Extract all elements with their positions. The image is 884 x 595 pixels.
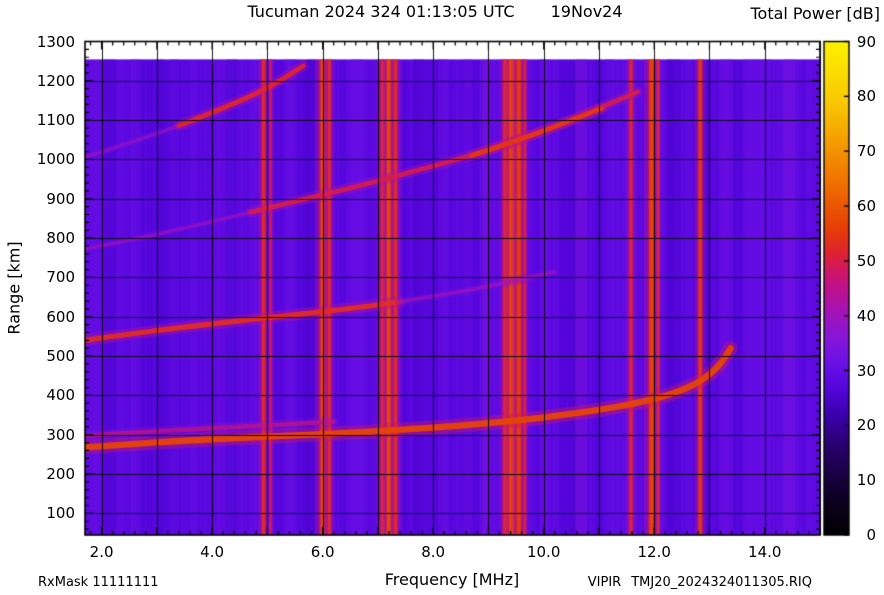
y-tick-label: 100 [46, 504, 75, 523]
station-time-title: Tucuman 2024 324 01:13:05 UTC [247, 2, 515, 21]
y-tick-label: 1100 [36, 111, 75, 130]
colorbar-tick-label: 0 [866, 526, 876, 544]
y-axis-title: Range [km] [4, 241, 24, 335]
y-tick-label: 400 [46, 386, 75, 405]
filename-label: TMJ20_2024324011305.RIQ [631, 575, 812, 590]
x-tick-label: 14.0 [748, 543, 782, 561]
x-tick-label: 12.0 [637, 543, 671, 561]
colorbar-tick-label: 90 [856, 32, 876, 51]
colorbar-tick-label: 30 [856, 361, 876, 380]
y-tick-label: 1300 [36, 32, 75, 51]
colorbar-title: Total Power [dB] [750, 4, 880, 23]
colorbar-tick-label: 20 [856, 416, 876, 435]
y-tick-label: 600 [46, 307, 75, 326]
y-tick-label: 900 [46, 189, 75, 208]
y-tick-label: 1000 [36, 150, 75, 169]
y-tick-label: 200 [46, 465, 75, 484]
rxmask-label: RxMask 11111111 [38, 575, 159, 590]
y-tick-label: 800 [46, 229, 75, 248]
y-tick-label: 500 [46, 347, 75, 366]
file-footer: VIPIR TMJ20_2024324011305.RIQ [588, 575, 812, 590]
x-tick-label: 8.0 [421, 543, 446, 561]
y-tick-label: 1200 [36, 71, 75, 90]
colorbar-tick-label: 50 [856, 251, 876, 270]
colorbar-tick-label: 80 [856, 87, 876, 106]
colorbar-tick-label: 70 [856, 142, 876, 161]
y-tick-label: 700 [46, 268, 75, 287]
colorbar-tick-label: 40 [856, 306, 876, 325]
colorbar-tick-label: 60 [856, 197, 876, 215]
colorbar-tick-label: 10 [856, 471, 876, 490]
date-label: 19Nov24 [550, 2, 623, 21]
x-tick-label: 6.0 [310, 543, 335, 561]
title-row: Tucuman 2024 324 01:13:05 UTC 19Nov24 [85, 2, 785, 21]
x-tick-label: 4.0 [200, 543, 225, 561]
x-tick-label: 2.0 [89, 543, 114, 561]
system-label: VIPIR [587, 575, 622, 590]
x-axis-title: Frequency [MHz] [384, 570, 520, 589]
y-tick-label: 300 [46, 425, 75, 444]
x-tick-label: 10.0 [526, 543, 561, 561]
